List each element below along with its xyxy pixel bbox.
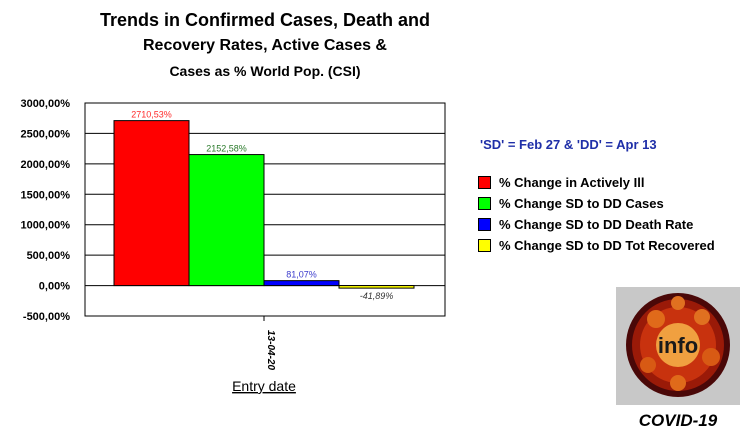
y-tick-label: 3000,00% — [20, 98, 70, 110]
x-category-label: 13-04-20 — [265, 330, 276, 370]
legend-item: % Change SD to DD Tot Recovered — [478, 235, 715, 256]
bar-data-label: 81,07% — [286, 270, 317, 280]
legend-swatch — [478, 176, 491, 189]
bar-4 — [338, 285, 415, 289]
chart-title-line-3: Cases as % World Pop. (CSI) — [169, 63, 361, 79]
chart-title-line-1: Trends in Confirmed Cases, Death and — [99, 10, 431, 30]
covid-info-badge: info — [616, 287, 740, 405]
bar-1 — [113, 120, 190, 287]
y-tick-label: 0,00% — [39, 281, 70, 293]
y-tick-label: 2500,00% — [20, 128, 70, 140]
y-tick-label: 2000,00% — [20, 159, 70, 171]
y-tick-label: 1500,00% — [20, 189, 70, 201]
info-word: info — [658, 333, 698, 358]
legend-swatch — [478, 239, 491, 252]
virus-info-logo: info — [626, 293, 730, 397]
legend-label: % Change in Actively Ill — [499, 175, 645, 190]
legend-label: % Change SD to DD Tot Recovered — [499, 238, 715, 253]
legend-label: % Change SD to DD Cases — [499, 196, 664, 211]
y-tick-label: 500,00% — [27, 250, 71, 262]
date-definition-note: 'SD' = Feb 27 & 'DD' = Apr 13 — [480, 137, 657, 152]
legend-item: % Change in Actively Ill — [478, 172, 715, 193]
bar-3 — [263, 280, 340, 287]
bar-data-label: 2710,53% — [131, 110, 172, 120]
x-axis-title: Entry date — [232, 378, 296, 394]
chart-title-line-2: Recovery Rates, Active Cases & — [143, 37, 387, 54]
legend-item: % Change SD to DD Death Rate — [478, 214, 715, 235]
bar-data-label: 2152,58% — [206, 144, 247, 154]
legend-label: % Change SD to DD Death Rate — [499, 217, 694, 232]
y-tick-label: -500,00% — [23, 311, 70, 323]
y-tick-label: 1000,00% — [20, 220, 70, 232]
legend-swatch — [478, 218, 491, 231]
bar-data-label: -41,89% — [360, 291, 394, 301]
legend-swatch — [478, 197, 491, 210]
legend-item: % Change SD to DD Cases — [478, 193, 715, 214]
chart-legend: % Change in Actively Ill % Change SD to D… — [478, 172, 715, 256]
bar-2 — [188, 154, 265, 287]
covid-19-caption: COVID-19 — [638, 411, 718, 430]
